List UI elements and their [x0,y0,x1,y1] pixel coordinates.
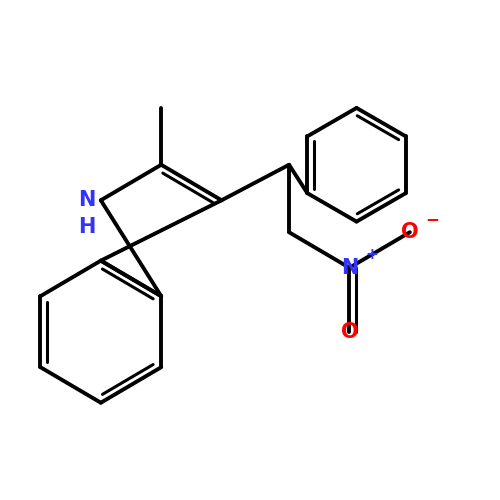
Text: O: O [401,222,418,242]
Text: +: + [365,248,378,262]
Text: N: N [78,190,95,210]
Text: H: H [78,218,95,238]
Text: −: − [426,210,440,228]
Text: N: N [341,258,358,278]
Text: O: O [340,322,358,342]
